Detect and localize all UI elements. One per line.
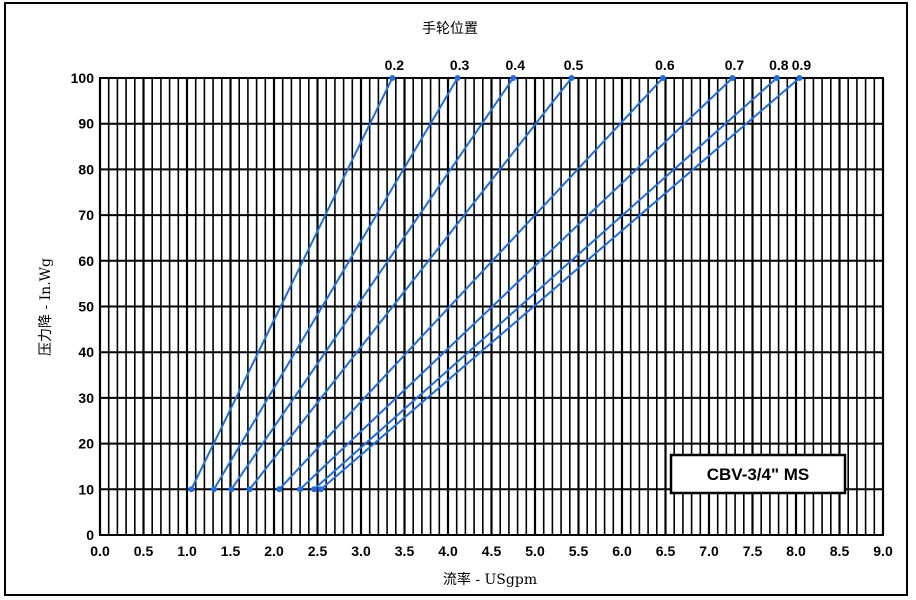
series-label: 0.3 [450, 57, 470, 73]
x-axis-title: 流率 - USgpm [443, 571, 537, 588]
model-label-box: CBV-3/4" MS [669, 453, 847, 495]
y-tick-label: 100 [71, 70, 95, 86]
x-tick-label: 3.0 [351, 543, 371, 559]
series-label: 0.6 [655, 57, 675, 73]
x-tick-label: 1.5 [221, 543, 241, 559]
x-tick-label: 0.5 [134, 543, 154, 559]
x-tick-label: 2.0 [264, 543, 284, 559]
y-axis-title: 压力降 - In.Wg [38, 258, 54, 356]
series-line-0.3 [213, 77, 459, 490]
y-tick-label: 20 [78, 436, 94, 452]
series-label: 0.5 [564, 57, 584, 73]
x-tick-label: 3.5 [395, 543, 415, 559]
series-point [210, 486, 217, 493]
series-point [317, 486, 324, 493]
series-point [246, 486, 253, 493]
series-line-0.4 [230, 77, 515, 490]
series-point [510, 75, 517, 81]
y-tick-label: 60 [78, 253, 94, 269]
series-point [659, 75, 666, 81]
x-tick-label: 6.5 [656, 543, 676, 559]
series-label: 0.9 [792, 57, 812, 73]
plot-border [99, 77, 884, 536]
series-point [188, 486, 195, 493]
series-point [454, 75, 461, 81]
series-point [729, 75, 736, 81]
y-tick-label: 30 [78, 390, 94, 406]
y-tick-label: 90 [78, 116, 94, 132]
series-label: 0.8 [769, 57, 789, 73]
y-tick-label: 70 [78, 207, 94, 223]
series-point [796, 75, 803, 81]
x-tick-label: 6.0 [612, 543, 632, 559]
series-line-0.2 [190, 77, 394, 490]
x-tick-label: 2.5 [308, 543, 328, 559]
x-tick-label: 8.5 [830, 543, 850, 559]
series-point [311, 486, 318, 493]
y-tick-label: 80 [78, 161, 94, 177]
grid [98, 77, 885, 536]
series-lines [188, 75, 803, 493]
x-tick-label: 4.5 [482, 543, 502, 559]
series-label: 0.2 [385, 57, 405, 73]
x-tick-label: 1.0 [177, 543, 197, 559]
series-point [228, 486, 235, 493]
model-label-border [669, 453, 847, 495]
x-tick-label: 5.0 [525, 543, 545, 559]
series-point [276, 486, 283, 493]
x-tick-label: 9.0 [873, 543, 893, 559]
x-axis-ticks: 0.0 0.5 1.0 1.5 2.0 2.5 3.0 3.5 4.0 4.5 5.0 5.5 6.0 6… [90, 543, 893, 559]
y-tick-label: 0 [86, 527, 94, 543]
series-label: 0.4 [506, 57, 526, 73]
series-point [389, 75, 396, 81]
x-tick-label: 8.0 [786, 543, 806, 559]
series-line-0.6 [278, 77, 664, 490]
series-point [568, 75, 575, 81]
series-line-0.9 [320, 77, 801, 491]
y-tick-label: 50 [78, 299, 94, 315]
series-labels: 0.2 0.3 0.4 0.5 0.6 0.7 0.8 0.9 [385, 57, 812, 73]
x-tick-label: 5.5 [569, 543, 589, 559]
series-line-0.5 [248, 77, 573, 490]
series-line-0.7 [299, 77, 734, 491]
series-point [773, 75, 780, 81]
model-label: CBV-3/4" MS [707, 465, 810, 484]
x-tick-label: 4.0 [438, 543, 458, 559]
x-tick-label: 7.5 [743, 543, 763, 559]
y-tick-label: 40 [78, 344, 94, 360]
x-tick-label: 0.0 [90, 543, 110, 559]
x-tick-label: 7.0 [699, 543, 719, 559]
y-tick-label: 10 [78, 481, 94, 497]
series-line-0.8 [313, 77, 778, 491]
chart-title: 手轮位置 [422, 21, 478, 37]
series-point [297, 486, 304, 493]
y-axis-ticks: 0 10 20 30 40 50 60 70 80 90 100 [71, 70, 95, 543]
series-label: 0.7 [725, 57, 745, 73]
